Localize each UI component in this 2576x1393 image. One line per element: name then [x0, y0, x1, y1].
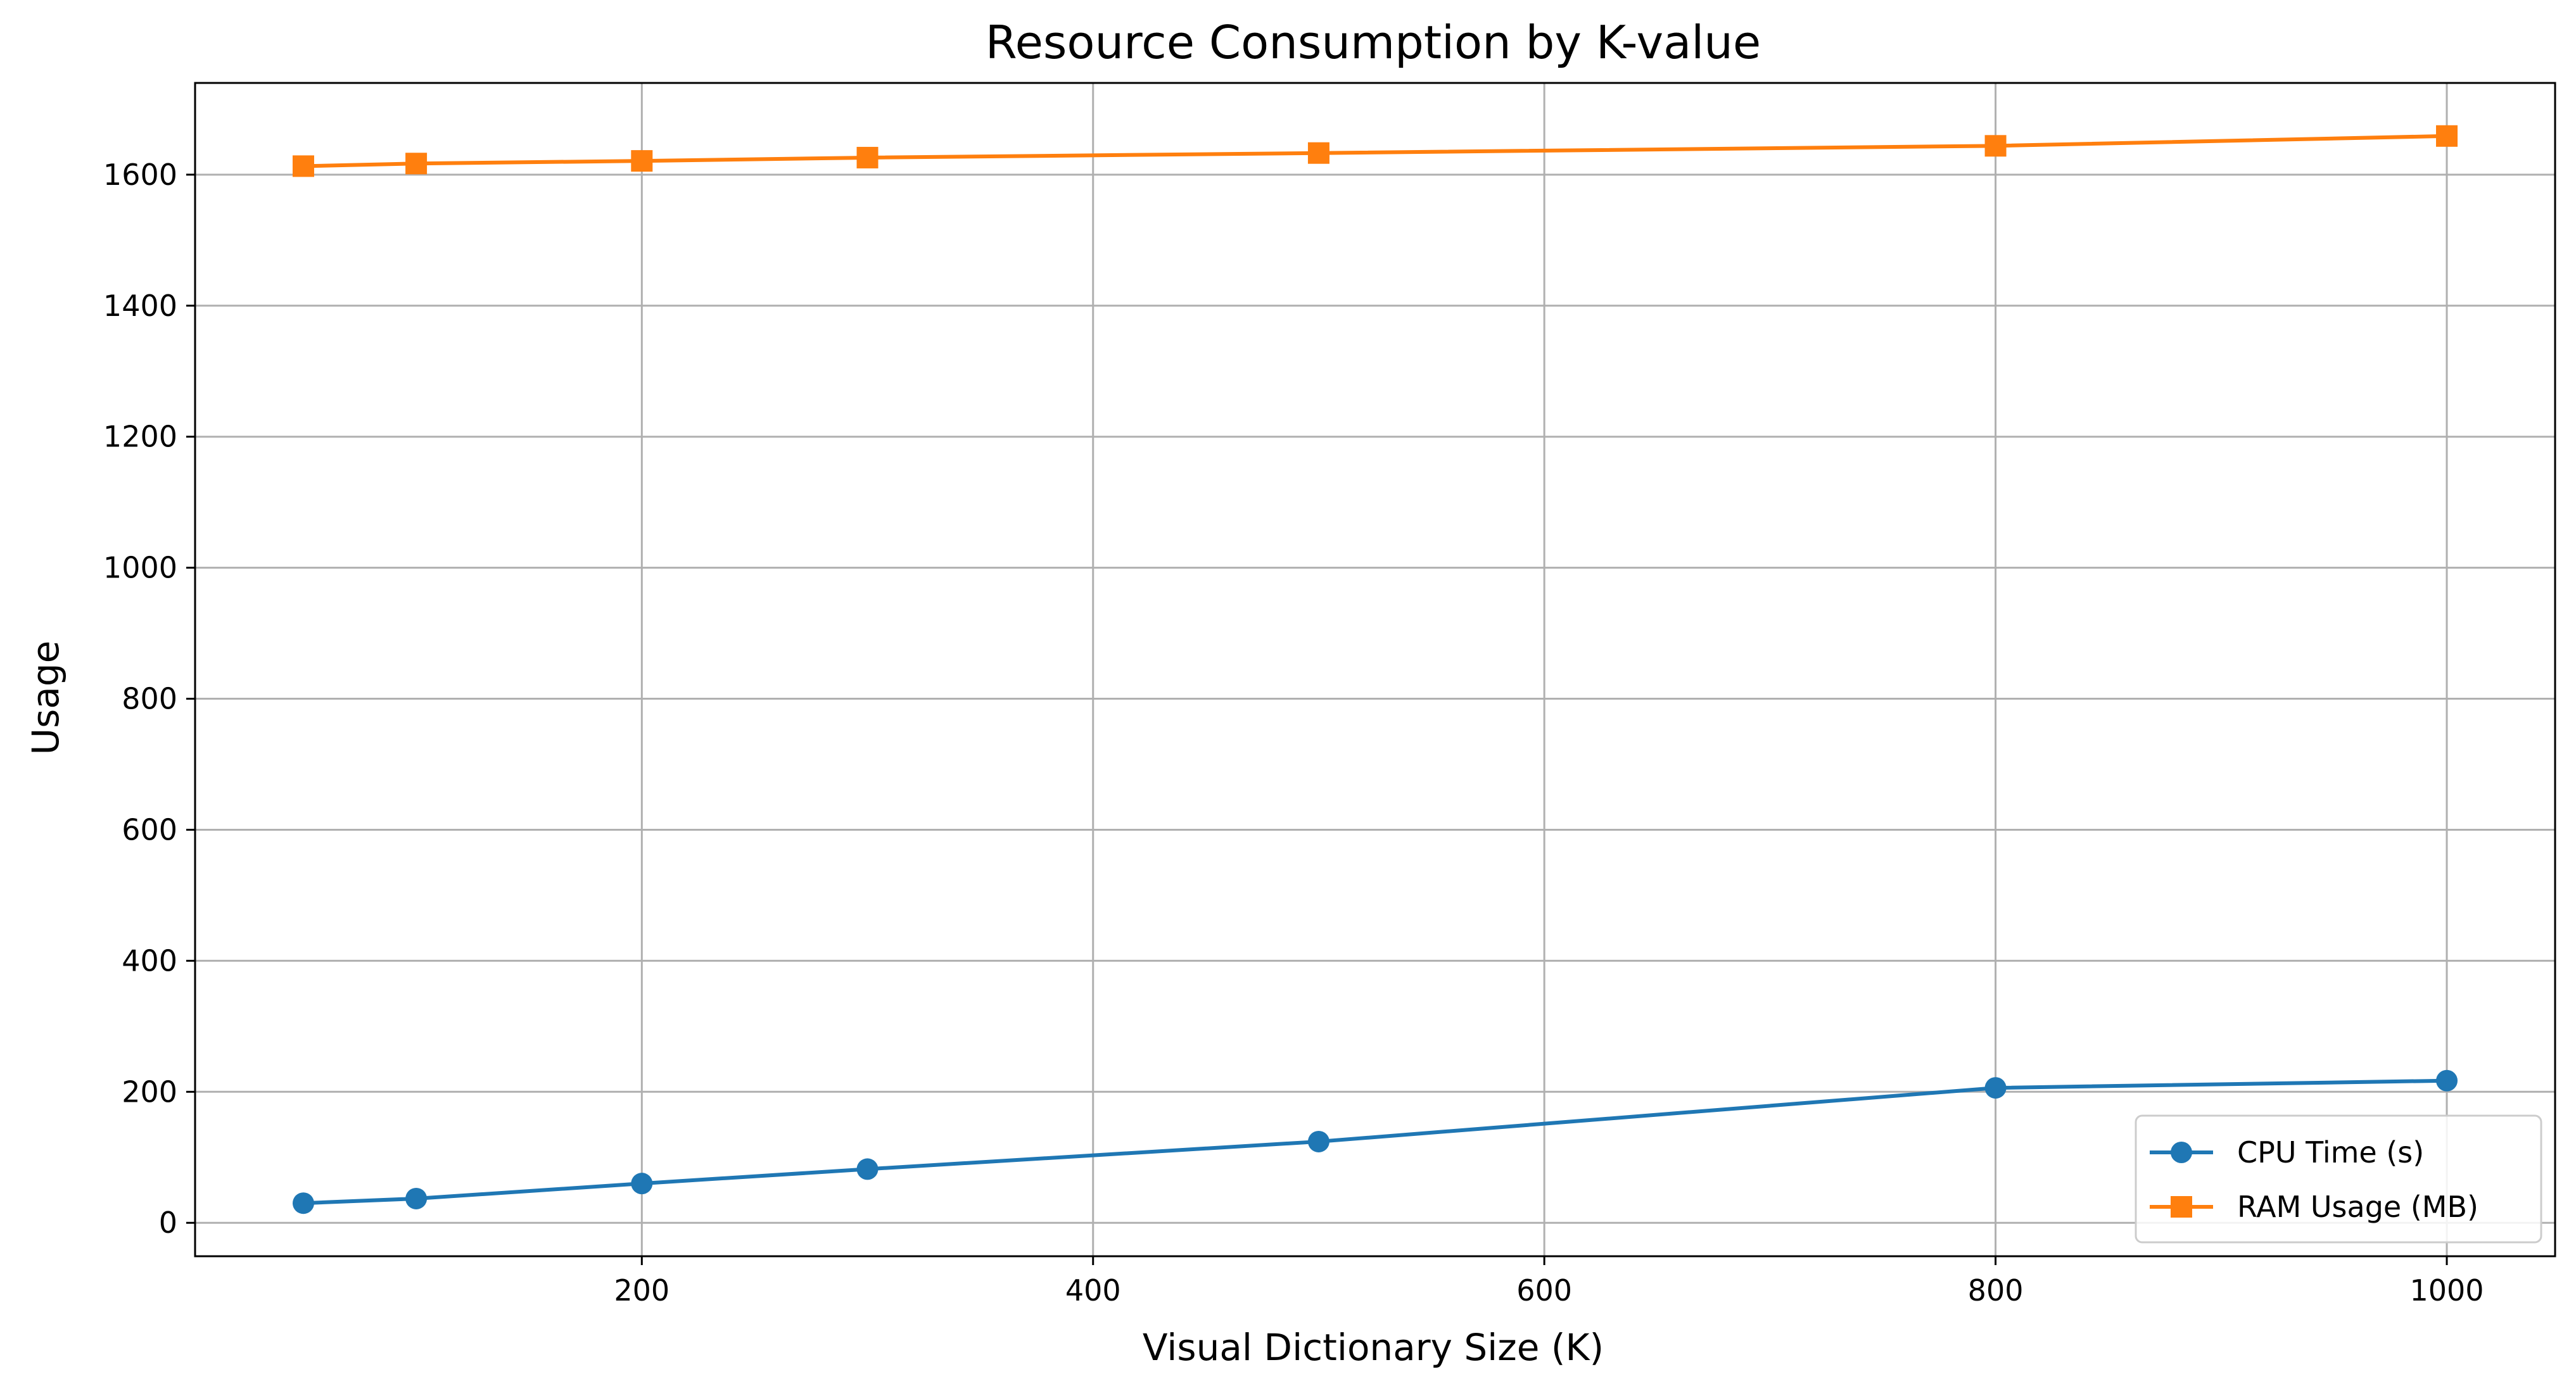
ram-usage-point: [631, 150, 653, 172]
ram-usage-point: [1307, 142, 1329, 164]
y-tick-label: 0: [159, 1206, 177, 1240]
y-tick-label: 1000: [103, 551, 177, 585]
x-axis-label: Visual Dictionary Size (K): [1143, 1326, 1604, 1369]
cpu-time-point: [631, 1173, 653, 1195]
legend-box: [2135, 1114, 2542, 1244]
y-tick-label: 1400: [103, 289, 177, 323]
x-tick-label: 1000: [2409, 1273, 2484, 1308]
chart-title: Resource Consumption by K-value: [986, 16, 1761, 69]
x-tick-label: 400: [1065, 1273, 1121, 1308]
series-group: [292, 125, 2458, 1214]
cpu-time-point: [856, 1158, 879, 1180]
ram-usage-point: [2436, 125, 2458, 147]
cpu-time-point: [292, 1192, 314, 1214]
ram-usage-point: [1984, 135, 2007, 157]
plot-frame: [194, 82, 2556, 1257]
cpu-time-point: [1307, 1130, 1329, 1152]
y-tick-label: 200: [122, 1075, 177, 1109]
y-tick-label: 1600: [103, 158, 177, 192]
cpu-time-point: [1984, 1077, 2007, 1099]
cpu-time-point: [2436, 1069, 2458, 1092]
legend-cpu-time-label: CPU Time (s): [2237, 1135, 2424, 1169]
axis-ticks: 200 400 600 800 1000 0 200 400 600 800 1000 1200 140…: [103, 158, 2484, 1308]
y-tick-label: 400: [122, 943, 177, 978]
y-tick-label: 600: [122, 812, 177, 847]
x-tick-label: 800: [1968, 1273, 2024, 1308]
x-tick-label: 200: [614, 1273, 669, 1308]
y-axis-label: Usage: [24, 641, 67, 755]
legend-cpu-time-marker: [2171, 1142, 2192, 1163]
y-tick-label: 1200: [103, 420, 177, 454]
legend: CPU Time (s) RAM Usage (MB): [2135, 1114, 2542, 1244]
ram-usage-point: [405, 153, 428, 175]
x-tick-label: 600: [1516, 1273, 1572, 1308]
legend-ram-usage-marker: [2171, 1196, 2192, 1218]
grid-lines: [195, 83, 2555, 1256]
y-tick-label: 800: [122, 682, 177, 716]
ram-usage-point: [292, 155, 314, 177]
legend-ram-usage-label: RAM Usage (MB): [2237, 1190, 2478, 1224]
cpu-time-point: [405, 1187, 428, 1209]
ram-usage-point: [856, 146, 879, 168]
